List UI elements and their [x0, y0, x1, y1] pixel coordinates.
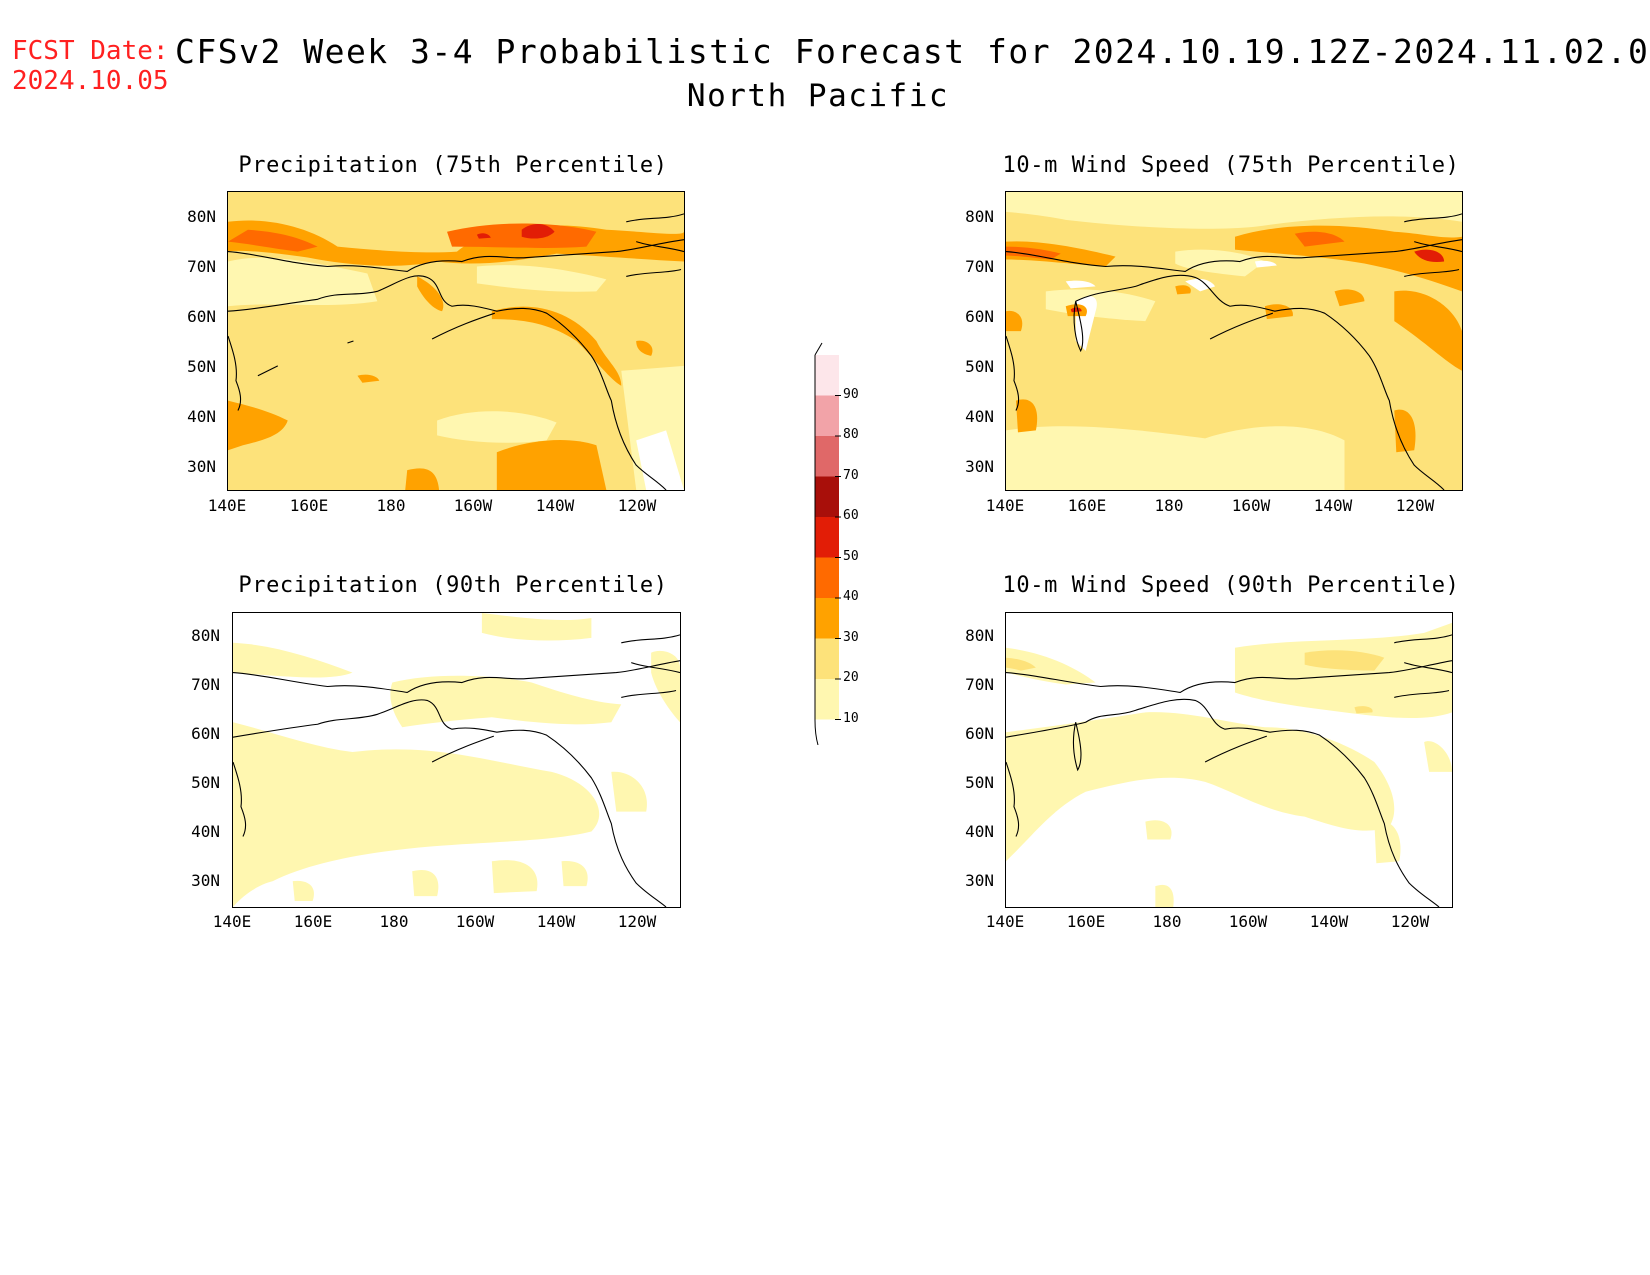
- lon-label-140w: 140W: [1309, 912, 1349, 931]
- colorbar-swatch: [815, 638, 839, 679]
- lon-label-140w: 140W: [1313, 496, 1353, 515]
- colorbar-swatch: [815, 517, 839, 558]
- map-precip-90th-percentile: [232, 612, 681, 908]
- lat-label-40n: 40N: [187, 407, 216, 426]
- colorbar-swatch: [815, 355, 839, 396]
- lon-label-120w: 120W: [1390, 912, 1430, 931]
- lon-label-160w: 160W: [1228, 912, 1268, 931]
- lon-label-160e: 160E: [1066, 912, 1106, 931]
- lon-label-160w: 160W: [1231, 496, 1271, 515]
- lat-label-40n: 40N: [965, 822, 994, 841]
- forecast-date: FCST Date: 2024.10.05: [12, 36, 169, 96]
- colorbar-swatch: [815, 436, 839, 477]
- colorbar-label: 30: [843, 629, 859, 645]
- lat-label-40n: 40N: [965, 407, 994, 426]
- lon-label-160e: 160E: [293, 912, 333, 931]
- lon-label-160e: 160E: [289, 496, 329, 515]
- colorbar: [814, 342, 841, 745]
- lat-label-80n: 80N: [965, 207, 994, 226]
- map-precip-75th-percentile: [227, 191, 685, 491]
- region-label: North Pacific: [686, 78, 950, 114]
- colorbar-label: 80: [843, 427, 859, 442]
- lon-label-180: 180: [376, 496, 406, 515]
- lat-label-70n: 70N: [965, 257, 994, 276]
- lat-label-60n: 60N: [187, 307, 216, 326]
- colorbar-swatch: [815, 598, 839, 639]
- lat-label-60n: 60N: [965, 724, 994, 743]
- lat-label-30n: 30N: [965, 457, 994, 476]
- colorbar-label: 60: [843, 508, 859, 523]
- forecast-date-label: FCST Date:: [12, 36, 169, 66]
- colorbar-label: 50: [843, 548, 859, 564]
- region-title: North Pacific: [0, 78, 1650, 114]
- lat-label-60n: 60N: [965, 307, 994, 326]
- colorbar-label: 70: [843, 467, 859, 483]
- lat-label-80n: 80N: [187, 207, 216, 226]
- lon-label-140e: 140E: [207, 496, 247, 515]
- lat-label-50n: 50N: [187, 357, 216, 376]
- lat-label-40n: 40N: [191, 822, 220, 841]
- lat-label-70n: 70N: [187, 257, 216, 276]
- lon-label-140e: 140E: [985, 496, 1025, 515]
- colorbar-swatch: [815, 395, 839, 436]
- lat-label-50n: 50N: [965, 357, 994, 376]
- colorbar-label: 20: [843, 670, 859, 685]
- lat-label-70n: 70N: [191, 675, 220, 694]
- lon-label-180: 180: [1152, 912, 1182, 931]
- lon-label-160w: 160W: [453, 496, 493, 515]
- lon-label-160e: 160E: [1067, 496, 1107, 515]
- lon-label-120w: 120W: [1395, 496, 1435, 515]
- colorbar-label: 90: [843, 386, 859, 402]
- lat-label-50n: 50N: [191, 773, 220, 792]
- map-wind-90th-percentile: [1005, 612, 1453, 908]
- map-wind-75th-percentile: [1005, 191, 1463, 491]
- lat-label-50n: 50N: [965, 773, 994, 792]
- lat-label-80n: 80N: [965, 626, 994, 645]
- panel-title-wind-90: 10-m Wind Speed (90th Percentile): [1002, 573, 1460, 598]
- lon-label-120w: 120W: [617, 496, 657, 515]
- page-title: CFSv2 Week 3-4 Probabilistic Forecast fo…: [175, 32, 1650, 71]
- forecast-date-value: 2024.10.05: [12, 66, 169, 96]
- lon-label-180: 180: [379, 912, 409, 931]
- lon-label-140e: 140E: [985, 912, 1025, 931]
- lat-label-30n: 30N: [965, 871, 994, 890]
- lat-label-70n: 70N: [965, 675, 994, 694]
- panel-title-precip-90: Precipitation (90th Percentile): [238, 573, 668, 598]
- panel-title-precip-75: Precipitation (75th Percentile): [238, 153, 668, 178]
- lon-label-140w: 140W: [535, 496, 575, 515]
- lon-label-120w: 120W: [617, 912, 657, 931]
- colorbar-label: 10: [843, 710, 859, 726]
- lat-label-30n: 30N: [187, 457, 216, 476]
- colorbar-swatch: [815, 679, 839, 720]
- colorbar-swatch: [815, 557, 839, 598]
- panel-title-wind-75: 10-m Wind Speed (75th Percentile): [1002, 153, 1460, 178]
- lat-label-30n: 30N: [191, 871, 220, 890]
- lon-label-140e: 140E: [212, 912, 252, 931]
- colorbar-swatch: [815, 476, 839, 517]
- colorbar-label: 40: [843, 589, 859, 604]
- lon-label-180: 180: [1154, 496, 1184, 515]
- lat-label-60n: 60N: [191, 724, 220, 743]
- lat-label-80n: 80N: [191, 626, 220, 645]
- lon-label-140w: 140W: [536, 912, 576, 931]
- lon-label-160w: 160W: [455, 912, 495, 931]
